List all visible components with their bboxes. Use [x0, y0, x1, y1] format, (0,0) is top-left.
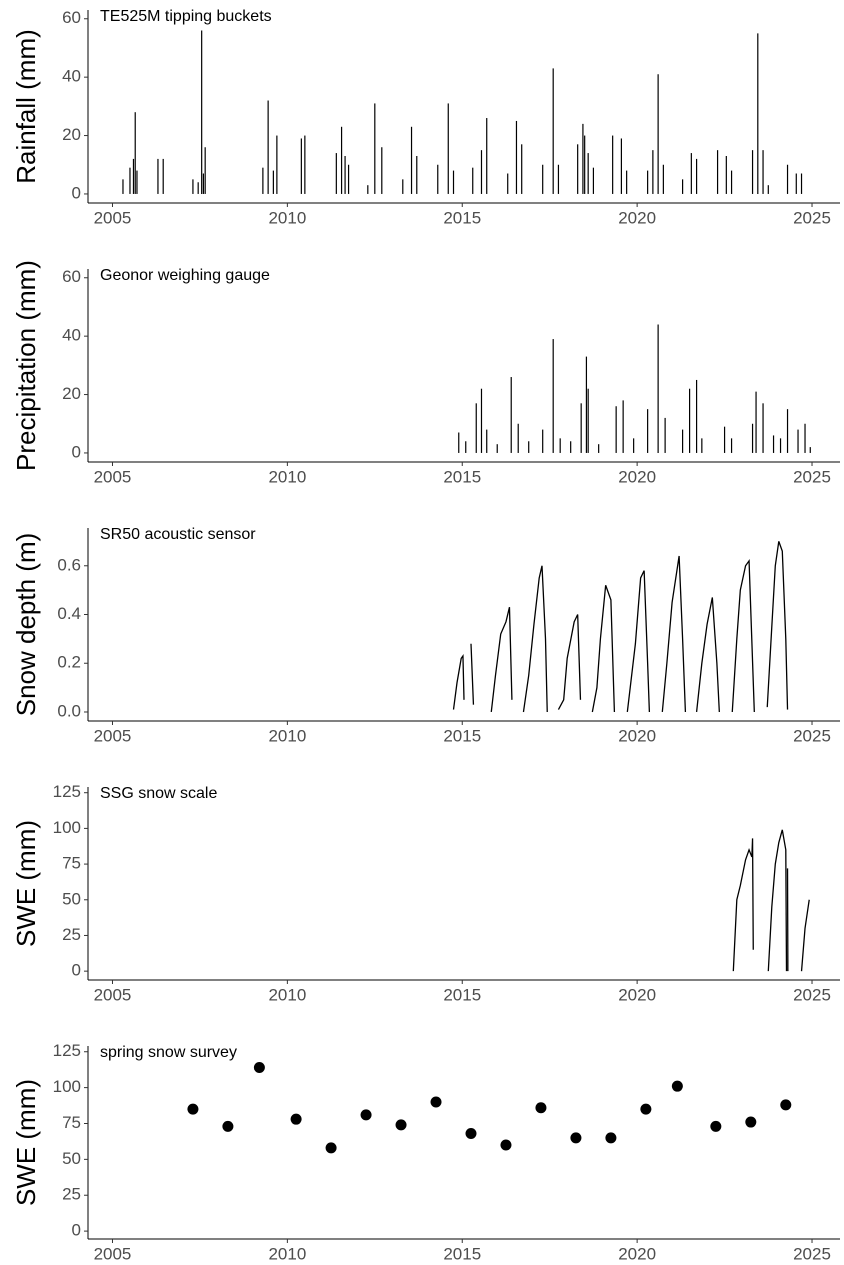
- y-tick-label: 20: [62, 125, 81, 144]
- y-tick-label: 60: [62, 8, 81, 27]
- x-tick-label: 2020: [618, 1244, 656, 1263]
- series-line: [732, 829, 810, 972]
- y-tick-label: 40: [62, 326, 81, 345]
- y-tick-label: 0.6: [57, 555, 81, 574]
- y-tick-label: 0.0: [57, 701, 81, 720]
- y-axis-label: Precipitation (mm): [11, 260, 41, 471]
- y-tick-label: 0: [72, 1221, 81, 1240]
- survey-point: [187, 1103, 199, 1115]
- y-tick-label: 25: [62, 1185, 81, 1204]
- y-tick-label: 0.4: [57, 604, 81, 623]
- survey-point: [745, 1116, 757, 1128]
- series-line: [452, 541, 789, 713]
- survey-point: [570, 1132, 582, 1144]
- x-tick-label: 2020: [618, 208, 656, 227]
- x-tick-label: 2015: [443, 208, 481, 227]
- survey-point: [500, 1139, 512, 1151]
- x-tick-label: 2015: [443, 985, 481, 1004]
- x-tick-label: 2005: [94, 726, 132, 745]
- y-tick-label: 125: [53, 782, 81, 801]
- survey-point: [360, 1109, 372, 1121]
- x-tick-label: 2005: [94, 208, 132, 227]
- y-tick-label: 0.2: [57, 653, 81, 672]
- panel-annotation: SR50 acoustic sensor: [100, 526, 256, 543]
- y-tick-label: 100: [53, 818, 81, 837]
- x-tick-label: 2010: [268, 1244, 306, 1263]
- survey-point: [465, 1128, 477, 1140]
- x-tick-label: 2015: [443, 467, 481, 486]
- y-tick-label: 75: [62, 854, 81, 873]
- y-tick-label: 25: [62, 925, 81, 944]
- x-tick-label: 2025: [793, 467, 831, 486]
- survey-point: [671, 1080, 683, 1092]
- y-tick-label: 50: [62, 889, 81, 908]
- panel-annotation: SSG snow scale: [100, 785, 217, 802]
- survey-point: [535, 1102, 547, 1114]
- survey-point: [325, 1142, 337, 1154]
- x-tick-label: 2005: [94, 467, 132, 486]
- y-tick-label: 125: [53, 1041, 81, 1060]
- panel-annotation: Geonor weighing gauge: [100, 267, 270, 284]
- y-tick-label: 60: [62, 267, 81, 286]
- survey-point: [430, 1096, 442, 1108]
- x-tick-label: 2020: [618, 726, 656, 745]
- y-tick-label: 75: [62, 1113, 81, 1132]
- y-tick-label: 0: [72, 183, 81, 202]
- y-tick-label: 100: [53, 1077, 81, 1096]
- x-tick-label: 2015: [443, 1244, 481, 1263]
- x-tick-label: 2020: [618, 467, 656, 486]
- y-tick-label: 0: [72, 442, 81, 461]
- y-tick-label: 50: [62, 1149, 81, 1168]
- survey-point: [290, 1113, 302, 1125]
- survey-point: [710, 1120, 722, 1132]
- survey-point: [640, 1103, 652, 1115]
- x-tick-label: 2010: [268, 467, 306, 486]
- x-tick-label: 2005: [94, 985, 132, 1004]
- x-tick-label: 2025: [793, 208, 831, 227]
- y-tick-label: 0: [72, 961, 81, 980]
- y-axis-label: SWE (mm): [11, 1079, 41, 1206]
- x-tick-label: 2025: [793, 726, 831, 745]
- panel-annotation: spring snow survey: [100, 1044, 237, 1061]
- y-tick-label: 20: [62, 384, 81, 403]
- x-tick-label: 2005: [94, 1244, 132, 1263]
- x-tick-label: 2010: [268, 985, 306, 1004]
- x-tick-label: 2015: [443, 726, 481, 745]
- survey-point: [253, 1062, 265, 1074]
- panel-annotation: TE525M tipping buckets: [100, 8, 272, 25]
- x-tick-label: 2010: [268, 208, 306, 227]
- x-tick-label: 2020: [618, 985, 656, 1004]
- y-tick-label: 40: [62, 67, 81, 86]
- y-axis-label: SWE (mm): [11, 820, 41, 947]
- survey-point: [222, 1120, 234, 1132]
- x-tick-label: 2025: [793, 1244, 831, 1263]
- survey-point: [780, 1099, 792, 1111]
- survey-point: [395, 1119, 407, 1131]
- survey-point: [605, 1132, 617, 1144]
- y-axis-label: Rainfall (mm): [11, 29, 41, 184]
- y-axis-label: Snow depth (m): [11, 533, 41, 717]
- x-tick-label: 2010: [268, 726, 306, 745]
- x-tick-label: 2025: [793, 985, 831, 1004]
